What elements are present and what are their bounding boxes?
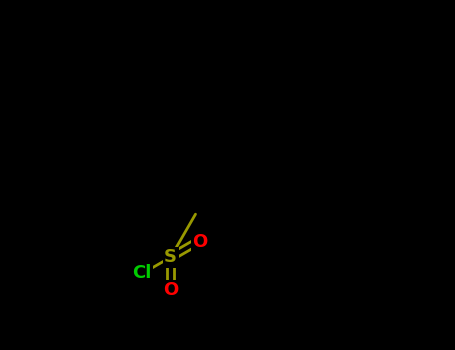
Text: S: S bbox=[164, 248, 177, 266]
Text: O: O bbox=[192, 233, 207, 251]
Text: Cl: Cl bbox=[132, 264, 152, 282]
Text: O: O bbox=[163, 281, 178, 299]
